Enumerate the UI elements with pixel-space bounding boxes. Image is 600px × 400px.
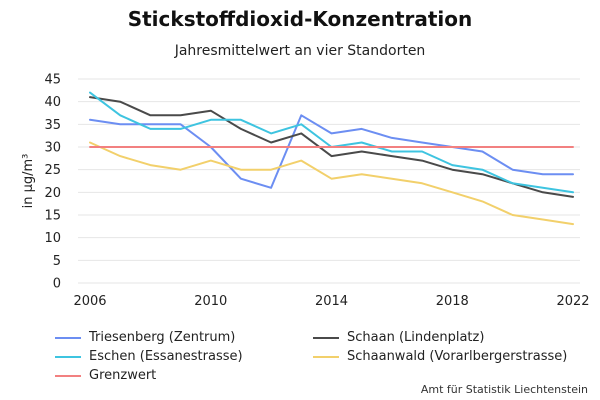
legend-item: Triesenberg (Zentrum) [55, 329, 313, 346]
legend-label: Grenzwert [89, 368, 157, 383]
y-tick-label: 35 [44, 118, 61, 133]
chart-title: Stickstoffdioxid-Konzentration [127, 7, 473, 31]
y-tick-label: 20 [44, 186, 61, 201]
legend-item: Eschen (Essanestrasse) [55, 348, 313, 365]
series-line-2 [89, 91, 574, 194]
legend-item: Schaanwald (Vorarlbergerstrasse) [313, 348, 575, 365]
y-tick-label: 45 [44, 73, 61, 88]
series-line-3 [89, 141, 574, 226]
legend-label: Schaan (Lindenplatz) [347, 330, 485, 345]
legend-item: Schaan (Lindenplatz) [313, 329, 575, 346]
y-tick-label: 10 [44, 231, 61, 246]
y-tick-label: 5 [53, 254, 61, 269]
legend-label: Eschen (Essanestrasse) [89, 349, 243, 364]
legend-swatch [55, 336, 81, 339]
y-tick-label: 40 [44, 95, 61, 110]
source-note: Amt für Statistik Liechtenstein [420, 383, 588, 396]
legend-item: Grenzwert [55, 367, 313, 384]
x-tick-label: 2022 [556, 294, 589, 309]
x-tick-label: 2006 [73, 294, 106, 309]
x-tick-label: 2018 [436, 294, 469, 309]
series-lines [89, 91, 574, 226]
chart-subtitle: Jahresmittelwert an vier Standorten [174, 43, 426, 59]
legend-swatch [55, 374, 81, 377]
x-tick-label: 2014 [315, 294, 348, 309]
y-tick-label: 0 [53, 277, 61, 292]
series-line-1 [89, 96, 574, 198]
y-tick-labels: 0 5 10 15 20 25 30 35 40 45 [44, 73, 61, 292]
legend-swatch [313, 336, 339, 339]
x-tick-labels: 2006 2010 2014 2018 2022 [73, 294, 589, 309]
y-tick-label: 30 [44, 141, 61, 156]
y-tick-label: 25 [44, 163, 61, 178]
y-axis-label: in µg/m³ [21, 154, 36, 209]
y-tick-label: 15 [44, 209, 61, 224]
legend-swatch [313, 355, 339, 358]
x-tick-label: 2010 [194, 294, 227, 309]
legend-label: Triesenberg (Zentrum) [89, 330, 236, 345]
legend: Triesenberg (Zentrum) Schaan (Lindenplatz… [55, 329, 575, 384]
legend-label: Schaanwald (Vorarlbergerstrasse) [347, 349, 568, 364]
series-line-0 [89, 114, 574, 189]
legend-swatch [55, 355, 81, 358]
